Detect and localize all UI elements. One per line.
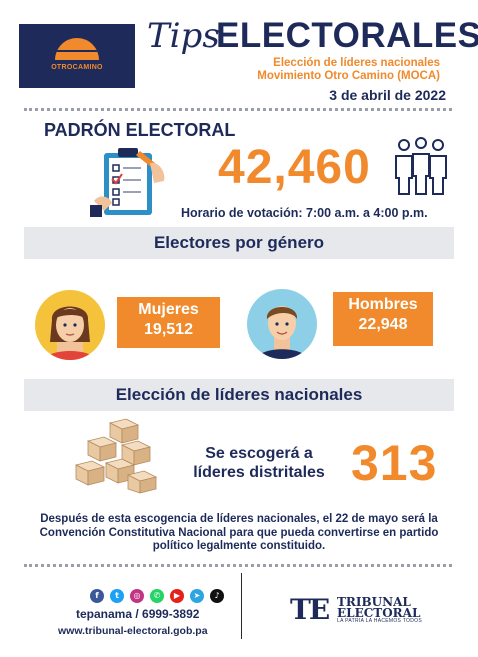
padron-total: 42,460 [218, 141, 371, 194]
lideres-text: Se escogerá a líderes distritales [179, 444, 339, 482]
website-link[interactable]: www.tribunal-electoral.gob.pa [58, 625, 208, 637]
ballot-boxes-icon [74, 418, 158, 494]
dotted-divider-bottom [24, 564, 452, 567]
social-handle: tepanama / 6999-3892 [76, 607, 200, 621]
subtitle-line1: Elección de líderes nacionales [273, 57, 440, 69]
mujeres-box: Mujeres 19,512 [117, 297, 220, 348]
page-title: ELECTORALES [216, 16, 478, 55]
lideres-text-line2: líderes distritales [193, 464, 325, 481]
woman-avatar-icon [35, 290, 105, 360]
mujeres-label: Mujeres [138, 301, 199, 318]
lideres-count: 313 [351, 435, 438, 491]
social-icons: f t ◎ ✆ ▶ ➤ ♪ [90, 589, 224, 603]
sun-logo-icon [55, 38, 99, 60]
footer-divider [241, 573, 242, 639]
youtube-icon[interactable]: ▶ [170, 589, 184, 603]
te-name-line1: TRIBUNAL [337, 595, 411, 609]
te-name-line2: ELECTORAL [337, 606, 421, 620]
otro-camino-logo: OTROCAMINO [19, 24, 135, 88]
horario-votacion: Horario de votación: 7:00 a.m. a 4:00 p.… [181, 206, 428, 220]
hombres-box: Hombres 22,948 [333, 292, 433, 346]
hombres-label: Hombres [348, 296, 418, 313]
section-bar-genero: Electores por género [24, 227, 454, 259]
telegram-icon[interactable]: ➤ [190, 589, 204, 603]
clipboard-icon [90, 148, 165, 217]
tribunal-electoral-logo: TE [290, 593, 330, 626]
mujeres-value: 19,512 [144, 321, 193, 338]
instagram-icon[interactable]: ◎ [130, 589, 144, 603]
man-avatar-icon [247, 289, 317, 359]
padron-title: PADRÓN ELECTORAL [44, 120, 236, 140]
whatsapp-icon[interactable]: ✆ [150, 589, 164, 603]
tribunal-electoral-name: TRIBUNAL ELECTORAL [337, 595, 421, 620]
convencion-note: Después de esta escogencia de líderes na… [39, 513, 439, 552]
section-bar-lideres: Elección de líderes nacionales [24, 379, 454, 411]
twitter-icon[interactable]: t [110, 589, 124, 603]
lideres-text-line1: Se escogerá a [205, 445, 313, 462]
dotted-divider-top [24, 108, 452, 111]
people-group-icon [395, 137, 447, 195]
tiktok-icon[interactable]: ♪ [210, 589, 224, 603]
tips-title: Tips [147, 16, 220, 56]
subtitle-line2: Movimiento Otro Camino (MOCA) [257, 70, 440, 82]
date-label: 3 de abril de 2022 [329, 87, 446, 103]
hombres-value: 22,948 [358, 316, 408, 333]
te-tagline: LA PATRIA LA HACEMOS TODOS [337, 618, 422, 624]
logo-text: OTROCAMINO [51, 64, 103, 71]
facebook-icon[interactable]: f [90, 589, 104, 603]
